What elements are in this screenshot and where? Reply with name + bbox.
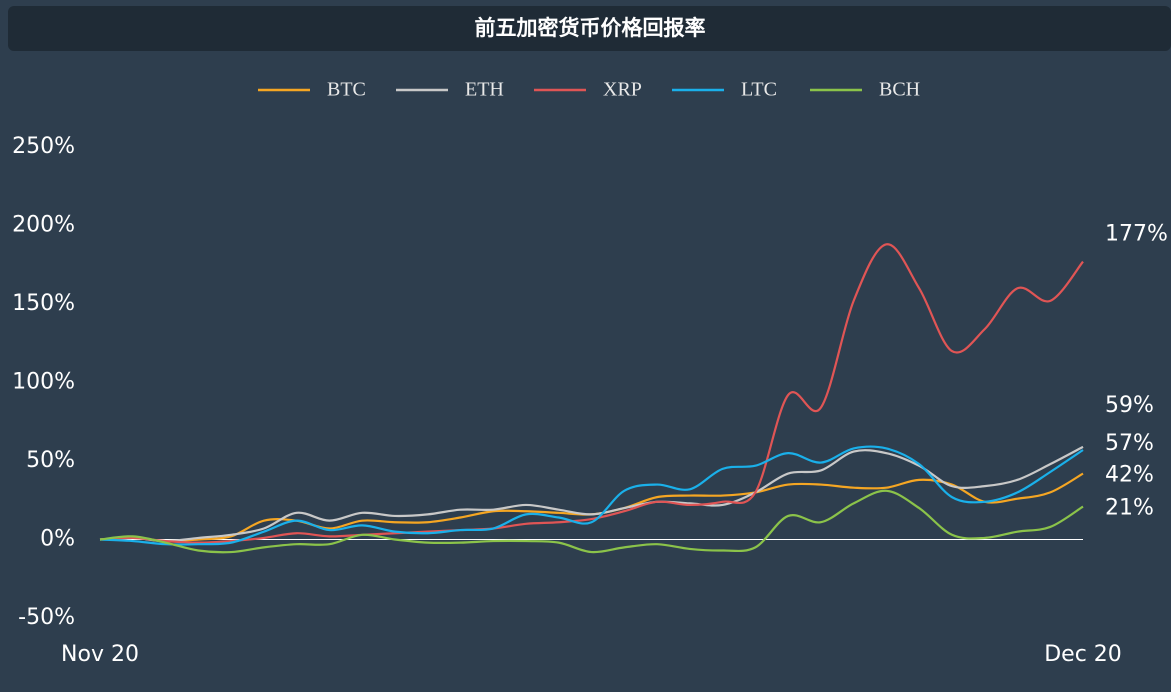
series-line [99, 445, 1084, 543]
legend-label: XRP [603, 79, 642, 101]
y-tick-label: 50% [26, 448, 75, 473]
y-tick-label: 0% [40, 527, 75, 552]
legend-label: LTC [741, 79, 777, 101]
series-line [99, 489, 1084, 554]
data-label: 59% [1105, 393, 1154, 418]
y-tick-label: 250% [12, 134, 75, 159]
y-tick-label: -50% [18, 605, 75, 630]
y-tick-label: 100% [12, 370, 75, 395]
y-tick-label: 150% [12, 291, 75, 316]
legend-label: ETH [465, 79, 504, 101]
series-line [99, 472, 1084, 543]
data-label: 42% [1105, 463, 1154, 488]
data-label: 21% [1105, 496, 1154, 521]
title-bar [8, 6, 1171, 51]
data-label: 177% [1105, 222, 1168, 247]
x-tick-label: Nov 20 [61, 642, 139, 667]
series-line [99, 445, 1084, 546]
y-tick-label: 200% [12, 213, 75, 238]
data-label: 57% [1105, 431, 1154, 456]
series-line [99, 243, 1084, 544]
legend-label: BTC [327, 79, 366, 101]
chart-title: 前五加密货币价格回报率 [475, 16, 706, 40]
x-tick-label: Dec 20 [1044, 642, 1122, 667]
legend-label: BCH [879, 79, 920, 101]
